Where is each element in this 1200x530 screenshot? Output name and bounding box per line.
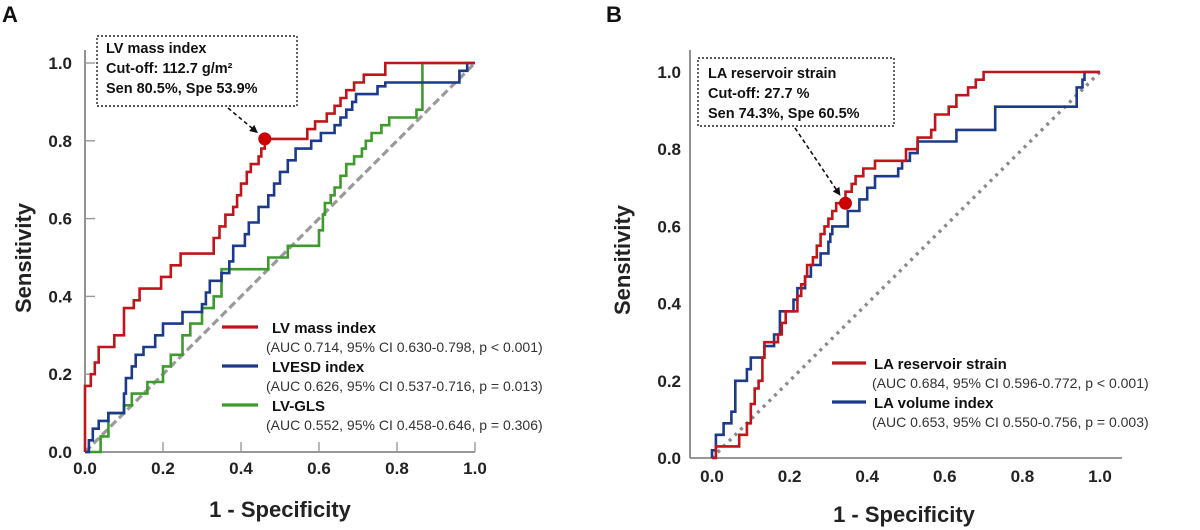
x-tick-label: 0.6 [307,459,331,478]
cutoff-annotation-box [697,57,895,127]
annotation-arrowhead [832,186,841,196]
legend-series-name: LA reservoir strain [874,356,1007,373]
panel-a-xlabel: 1 - Specificity [209,497,352,522]
x-tick-label: 0.8 [385,459,409,478]
annotation-arrowhead [249,124,258,134]
cutoff-point-marker [838,196,852,210]
annotation-line: LA reservoir strain [708,66,836,82]
y-tick-label: 0.4 [48,287,72,306]
panel-b: B Sensitivity 1 - Specificity 0.0 0.2 0.4 0… [606,2,1149,527]
roc-curve-lv-gls [85,61,475,454]
legend-series-name: LVESD index [272,359,365,376]
y-tick-label: 0.0 [657,449,681,468]
panel-b-label: B [606,2,622,27]
y-tick-label: 1.0 [657,63,681,82]
cutoff-point-marker [258,132,272,146]
panel-b-xlabel: 1 - Specificity [833,502,976,527]
y-tick-label: 0.8 [48,132,72,151]
annotation-arrow-line [794,127,838,192]
panel-a: A Sensitivity 1 - Specificity 0.0 0.2 0.4 0… [2,2,543,522]
annotation-line: LV mass index [106,41,206,57]
panel-a-ylabel: Sensitivity [11,202,36,313]
roc-curve-lv-mass-index [83,61,475,452]
legend-series-name: LV-GLS [272,398,325,415]
reference-diagonal-line [710,70,1102,460]
annotation-line: Sen 80.5%, Spe 53.9% [106,81,258,97]
panel-b-ylabel: Sensitivity [610,204,635,315]
panel-a-label: A [2,2,18,27]
x-tick-label: 0.0 [73,459,97,478]
annotation-arrow-line [227,107,254,130]
roc-curve-la-reservoir-strain [712,70,1100,460]
legend-series-name: LA volume index [874,395,994,412]
reference-diagonal-line [83,61,477,454]
x-tick-label: 0.8 [1011,467,1035,486]
annotation-line: Cut-off: 112.7 g/m² [106,61,233,77]
legend-series-name: LV mass index [272,320,377,337]
annotation-line: Sen 74.3%, Spe 60.5% [708,106,860,122]
y-tick-label: 1.0 [48,54,72,73]
x-tick-label: 0.4 [229,459,253,478]
legend-series-stat: (AUC 0.653, 95% CI 0.550-0.756, p = 0.00… [872,414,1149,430]
y-tick-label: 0.0 [48,443,72,462]
y-tick-label: 0.6 [48,210,72,229]
x-tick-label: 0.2 [151,459,175,478]
legend-series-stat: (AUC 0.626, 95% CI 0.537-0.716, p = 0.01… [266,378,543,394]
x-tick-label: 0.0 [700,467,724,486]
cutoff-annotation-box [96,35,298,107]
x-tick-label: 0.4 [855,467,879,486]
y-tick-label: 0.8 [657,140,681,159]
roc-curve-lvesd-index [85,61,475,454]
y-tick-label: 0.4 [657,295,681,314]
y-tick-label: 0.6 [657,217,681,236]
x-tick-label: 0.6 [933,467,957,486]
y-tick-label: 0.2 [48,365,72,384]
legend-series-stat: (AUC 0.714, 95% CI 0.630-0.798, p < 0.00… [266,339,543,355]
annotation-line: Cut-off: 27.7 % [708,86,810,102]
x-tick-label: 1.0 [1088,467,1112,486]
x-tick-label: 1.0 [463,459,487,478]
legend-series-stat: (AUC 0.684, 95% CI 0.596-0.772, p < 0.00… [872,375,1149,391]
x-tick-label: 0.2 [778,467,802,486]
y-tick-label: 0.2 [657,372,681,391]
roc-curve-la-volume-index [710,70,1100,458]
legend-series-stat: (AUC 0.552, 95% CI 0.458-0.646, p = 0.30… [266,417,543,433]
